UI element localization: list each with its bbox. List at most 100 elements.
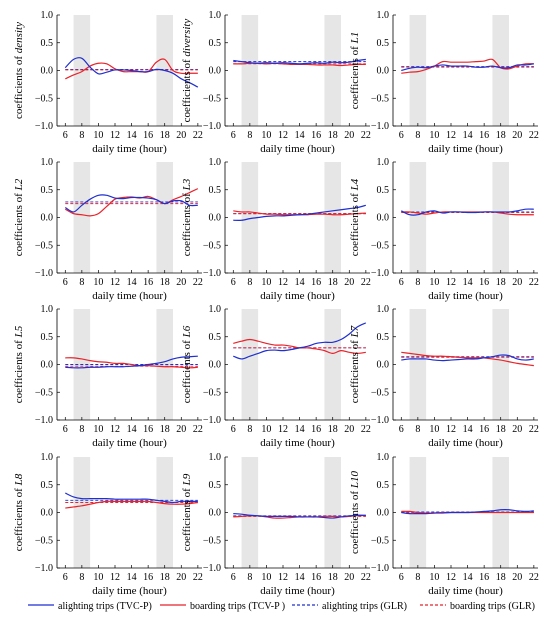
y-axis-label-variable: density (13, 22, 25, 53)
series-alighting-tvc (233, 322, 367, 360)
legend-item-alight-tvc: alighting trips (TVC-P) (28, 601, 152, 612)
x-tick-label: 8 (79, 572, 84, 583)
panel-l2: −1.0 −0.5 0.0 0.5 1.0 6 8 10 12 14 16 18 20 22 daily t… (13, 157, 203, 302)
y-axis-label-prefix: coefficients of (181, 337, 193, 403)
y-axis-label-variable: L2 (13, 178, 25, 191)
panel-l10: −1.0 −0.5 0.0 0.5 1.0 6 8 10 12 14 16 18 20 22 daily t… (349, 452, 539, 597)
y-axis-label-prefix: coefficients of (349, 488, 361, 554)
x-axis-label: daily time (hour) (428, 290, 503, 302)
x-tick-label: 10 (93, 130, 103, 141)
x-tick-label: 18 (496, 130, 506, 141)
x-axis-label: daily time (hour) (92, 585, 167, 597)
panel-l5: −1.0 −0.5 0.0 0.5 1.0 6 8 10 12 14 16 18 20 22 daily t… (13, 304, 203, 449)
y-tick-label: 0.0 (377, 213, 390, 224)
y-axis-label-prefix: coefficients of (13, 337, 25, 403)
series-alighting-tvc (65, 355, 198, 369)
legend-label: alighting trips (GLR) (322, 601, 407, 612)
x-tick-label: 16 (479, 424, 489, 435)
x-tick-label: 8 (415, 277, 420, 288)
series-alighting-tvc (233, 513, 366, 519)
x-tick-label: 20 (344, 130, 354, 141)
x-tick-label: 14 (295, 130, 305, 141)
y-tick-label: −0.5 (35, 535, 53, 546)
x-tick-label: 8 (247, 277, 252, 288)
x-tick-label: 12 (278, 572, 288, 583)
legend: alighting trips (TVC-P) boarding trips (T… (28, 601, 535, 612)
x-tick-label: 12 (278, 130, 288, 141)
x-tick-label: 16 (479, 572, 489, 583)
peak-shade-1 (73, 457, 91, 568)
x-tick-label: 14 (295, 277, 305, 288)
y-tick-label: −1.0 (35, 268, 53, 279)
peak-shade-1 (73, 15, 91, 126)
x-tick-label: 16 (311, 572, 321, 583)
peak-shade-1 (409, 15, 427, 126)
x-tick-label: 12 (446, 424, 456, 435)
x-tick-label: 14 (295, 424, 305, 435)
y-tick-label: 0.5 (41, 480, 54, 491)
legend-item-board-tvc: boarding trips (TCV-P ) (160, 601, 285, 612)
x-tick-label: 20 (176, 130, 186, 141)
x-tick-label: 12 (446, 130, 456, 141)
y-axis-label: coefficients of L10 (349, 471, 361, 554)
x-tick-label: 14 (463, 424, 473, 435)
x-tick-label: 18 (160, 424, 170, 435)
y-axis-label: coefficients of L4 (349, 178, 361, 256)
y-tick-label: −0.5 (371, 93, 389, 104)
x-tick-label: 8 (247, 424, 252, 435)
y-tick-label: 1.0 (377, 10, 390, 21)
x-tick-label: 22 (193, 277, 203, 288)
x-tick-label: 18 (328, 277, 338, 288)
panel-l3: −1.0 −0.5 0.0 0.5 1.0 6 8 10 12 14 16 18 20 22 daily t… (181, 157, 371, 302)
x-tick-label: 18 (496, 572, 506, 583)
x-tick-label: 10 (429, 572, 439, 583)
x-tick-label: 22 (361, 130, 371, 141)
x-tick-label: 10 (261, 424, 271, 435)
x-axis-label: daily time (hour) (428, 437, 503, 449)
y-tick-label: −1.0 (35, 563, 53, 574)
legend-label: boarding trips (GLR) (450, 601, 535, 612)
x-tick-label: 6 (399, 277, 404, 288)
y-axis-label-variable: L10 (349, 471, 361, 490)
x-tick-label: 22 (529, 277, 539, 288)
x-tick-label: 8 (79, 277, 84, 288)
x-tick-label: 22 (193, 572, 203, 583)
x-tick-label: 14 (127, 277, 137, 288)
y-axis-label-prefix: coefficients of (349, 337, 361, 403)
y-tick-label: 1.0 (209, 157, 222, 168)
y-tick-label: −1.0 (35, 415, 53, 426)
x-axis-label: daily time (hour) (92, 437, 167, 449)
y-tick-label: 0.5 (377, 480, 390, 491)
y-tick-label: 0.5 (377, 332, 390, 343)
x-tick-label: 22 (361, 424, 371, 435)
x-tick-label: 14 (127, 130, 137, 141)
y-tick-label: −1.0 (35, 121, 53, 132)
legend-label: boarding trips (TCV-P ) (190, 601, 285, 612)
x-axis-label: daily time (hour) (428, 143, 503, 155)
y-axis-label-prefix: coefficients of (13, 190, 25, 256)
x-tick-label: 18 (328, 130, 338, 141)
x-tick-label: 14 (295, 572, 305, 583)
x-axis-label: daily time (hour) (260, 143, 335, 155)
series-alighting-tvc (401, 354, 534, 362)
x-tick-label: 6 (231, 572, 236, 583)
x-tick-label: 6 (63, 572, 68, 583)
y-tick-label: −1.0 (371, 415, 389, 426)
y-axis-label-variable: L6 (181, 325, 193, 338)
y-axis-label: coefficients of L8 (13, 473, 25, 551)
y-axis-label-variable: L5 (13, 325, 25, 338)
x-tick-label: 18 (496, 424, 506, 435)
y-axis-label: coefficients of L3 (181, 178, 193, 256)
y-tick-label: −0.5 (35, 240, 53, 251)
y-tick-label: 0.0 (209, 360, 222, 371)
y-tick-label: −0.5 (203, 535, 221, 546)
series-boarding-tvc (65, 500, 198, 509)
y-tick-label: 0.0 (377, 508, 390, 519)
x-tick-label: 14 (463, 130, 473, 141)
y-tick-label: 1.0 (377, 157, 390, 168)
panel-l6: −1.0 −0.5 0.0 0.5 1.0 6 8 10 12 14 16 18 20 22 daily t… (181, 304, 371, 449)
series-boarding-tvc (65, 357, 198, 369)
series-alighting-tvc (64, 57, 199, 88)
y-axis-label: coefficients of density (13, 22, 25, 119)
series-alighting-tvc (233, 58, 366, 65)
